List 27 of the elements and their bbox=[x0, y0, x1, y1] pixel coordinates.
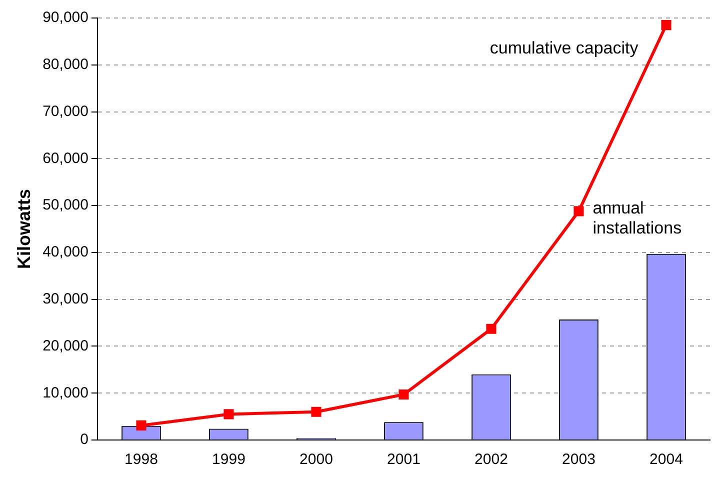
x-tick-label: 2000 bbox=[300, 451, 333, 468]
y-tick-label: 20,000 bbox=[42, 337, 88, 354]
y-axis-title: Kilowatts bbox=[14, 188, 34, 270]
x-tick-label: 1999 bbox=[212, 451, 246, 468]
point bbox=[486, 324, 496, 334]
series-label: annual installations bbox=[592, 198, 682, 238]
point bbox=[661, 20, 672, 30]
point bbox=[574, 206, 584, 216]
y-tick-label: 30,000 bbox=[42, 290, 88, 308]
y-tick-label: 90,000 bbox=[42, 9, 88, 26]
y-tick-label: 80,000 bbox=[42, 56, 88, 74]
x-tick-label: 2002 bbox=[474, 451, 508, 468]
y-tick-label: 50,000 bbox=[42, 196, 88, 214]
y-tick-label: 0 bbox=[80, 431, 88, 448]
x-tick-label: 1998 bbox=[124, 451, 158, 468]
x-tick-label: 2003 bbox=[562, 451, 596, 468]
y-tick-label: 10,000 bbox=[42, 384, 88, 402]
y-tick-label: 60,000 bbox=[42, 150, 88, 167]
y-tick-label: 70,000 bbox=[42, 102, 88, 120]
x-tick-label: 2001 bbox=[387, 451, 420, 468]
y-tick-label: 40,000 bbox=[42, 244, 88, 261]
x-tick-label: 2004 bbox=[650, 451, 683, 468]
point bbox=[224, 409, 234, 420]
point bbox=[398, 389, 409, 400]
point bbox=[311, 406, 322, 417]
point bbox=[136, 420, 146, 430]
series-label: cumulative capacity bbox=[490, 38, 639, 58]
